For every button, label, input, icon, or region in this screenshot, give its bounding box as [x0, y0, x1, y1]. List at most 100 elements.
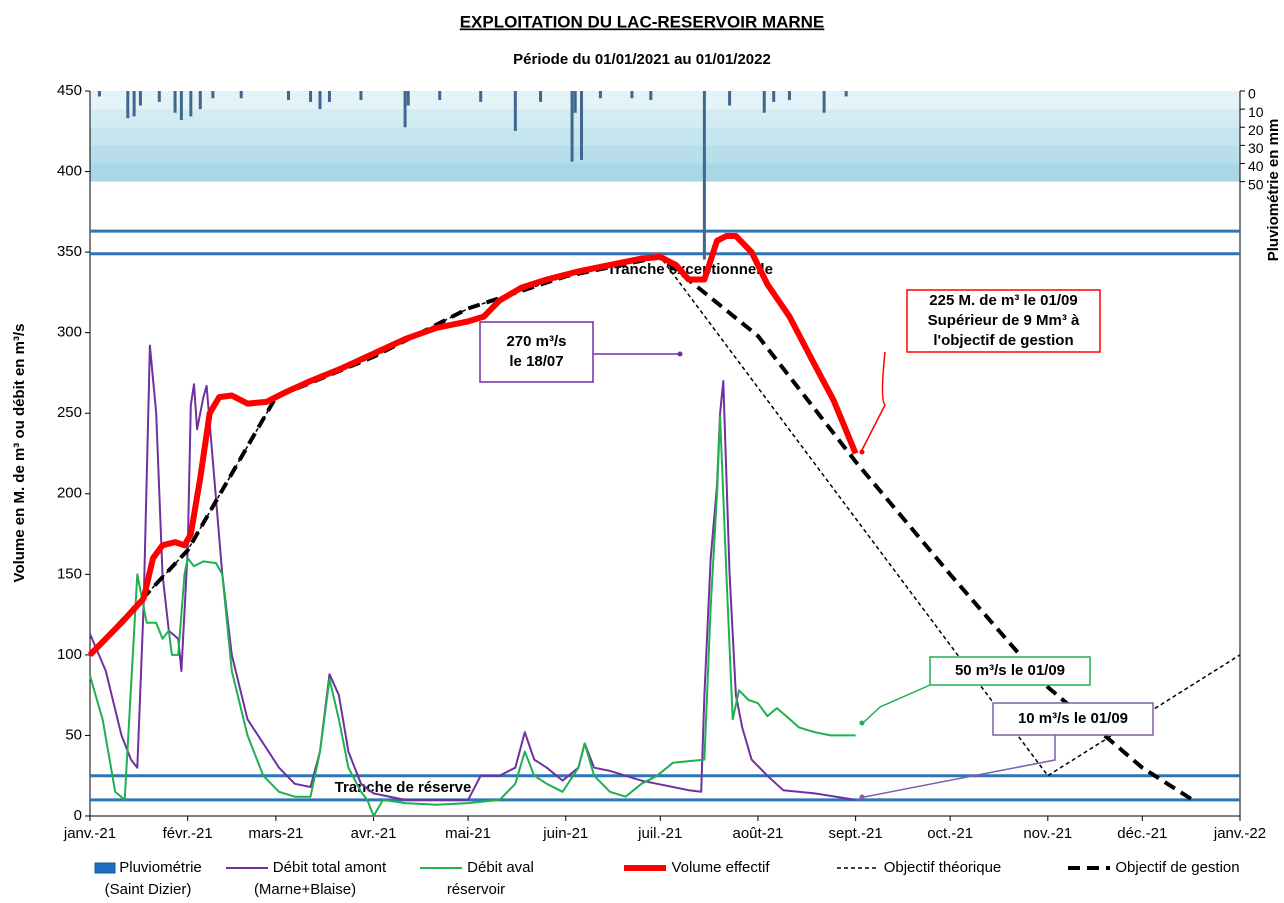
annotation-text: le 18/07 [509, 353, 563, 370]
arrow-head [859, 449, 865, 455]
rain-bar [630, 91, 634, 99]
y-tick-label: 400 [57, 163, 82, 180]
rain-bar [844, 91, 848, 97]
annotation-box [906, 289, 1101, 353]
shade-band [90, 145, 1240, 164]
annotation-text: Supérieur de 9 Mm³ à [928, 312, 1080, 329]
legend-label: Volume effectif [671, 859, 770, 876]
y2-tick-label: 0 [1248, 86, 1256, 102]
annotation-arrow [863, 735, 1056, 798]
legend-label: Objectif théorique [883, 859, 1002, 876]
chart-subtitle: Période du 01/01/2021 au 01/01/2022 [513, 51, 771, 68]
y2-tick-label: 50 [1248, 176, 1264, 192]
x-tick-label: nov.-21 [1023, 825, 1072, 842]
rain-bar [772, 91, 776, 102]
series-line [87, 233, 859, 657]
legend-swatch [225, 867, 268, 870]
y-axis-label: Volume en M. de m³ ou débit en m³/s [11, 324, 28, 583]
rain-bar [406, 91, 410, 106]
rain-bar [702, 91, 706, 260]
rain-bar [580, 91, 584, 160]
shade-band [90, 109, 1240, 128]
x-tick-label: mai-21 [445, 825, 491, 842]
rain-bar [479, 91, 483, 102]
x-tick-label: mars-21 [248, 825, 303, 842]
rain-bar [173, 91, 177, 113]
rain-bar [822, 91, 826, 113]
series-line [89, 415, 856, 817]
x-tick-label: févr.-21 [163, 825, 213, 842]
y2-tick-label: 20 [1248, 122, 1264, 138]
x-tick-label: août-21 [733, 825, 784, 842]
rain-bar [570, 91, 574, 162]
rain-bar [598, 91, 602, 99]
legend-label: Débit total amont (Marne+Blaise) [253, 859, 387, 898]
rain-bar [198, 91, 202, 110]
x-tick-label: déc.-21 [1117, 825, 1167, 842]
rain-bar [157, 91, 161, 102]
rain-bar [762, 91, 766, 113]
legend-label: Objectif de gestion [1115, 859, 1240, 876]
shade-band [90, 91, 1240, 110]
rain-bar [403, 91, 407, 128]
legend-label: Pluviométrie (Saint Dizier) [104, 859, 202, 898]
swatch [94, 862, 116, 874]
series-line [89, 344, 856, 801]
y-tick-label: 100 [57, 646, 82, 663]
chart-title: EXPLOITATION DU LAC-RESERVOIR MARNE [460, 12, 825, 31]
annotation-text: 50 m³/s le 01/09 [955, 662, 1065, 679]
x-tick-label: juin-21 [542, 825, 588, 842]
shade-band [90, 127, 1240, 146]
rain-bar [138, 91, 142, 106]
series-line [89, 256, 1241, 777]
rain-bar [327, 91, 331, 102]
y-tick-label: 200 [57, 485, 82, 502]
rain-bar [189, 91, 193, 117]
legend-item: Débit total amont (Marne+Blaise) [210, 857, 400, 901]
rain-bar [649, 91, 653, 101]
rain-bar [211, 91, 215, 99]
annotation-arrow [861, 351, 886, 451]
y-tick-label: 0 [74, 807, 82, 824]
y-tick-label: 350 [57, 243, 82, 260]
rain-bar [132, 91, 136, 117]
y2-tick-label: 40 [1248, 158, 1264, 174]
rain-bar [286, 91, 290, 101]
x-tick-label: oct.-21 [927, 825, 973, 842]
x-tick-label: avr.-21 [351, 825, 397, 842]
annotation-text: 10 m³/s le 01/09 [1018, 710, 1128, 727]
y2-tick-label: 30 [1248, 140, 1264, 156]
rain-bar [787, 91, 791, 101]
annotation-text: 225 M. de m³ le 01/09 [929, 292, 1077, 309]
legend-label: Débit aval réservoir [446, 859, 534, 898]
y-tick-label: 250 [57, 404, 82, 421]
x-tick-label: juil.-21 [637, 825, 682, 842]
arrow-head [859, 794, 865, 800]
annotation-box [992, 702, 1154, 736]
rain-bar [359, 91, 363, 101]
annotation-arrow [863, 684, 931, 723]
rain-bar [309, 91, 313, 102]
legend-swatch [624, 865, 667, 872]
legend-swatch [1068, 866, 1111, 871]
legend-item: Volume effectif [596, 857, 796, 879]
rain-bar [239, 91, 243, 99]
rain-bar [97, 91, 101, 97]
arrow-head [677, 351, 683, 357]
legend-item: Débit aval réservoir [412, 857, 540, 901]
rain-bar [126, 91, 130, 119]
y-tick-label: 50 [65, 726, 82, 743]
band-label: Tranche de réserve [335, 779, 472, 796]
annotation-box [479, 321, 594, 383]
y-tick-label: 150 [57, 565, 82, 582]
legend-swatch [420, 867, 463, 870]
legend-swatch [836, 867, 879, 869]
y2-axis-label: Pluviométrie en mm [1265, 119, 1282, 262]
rain-bar [318, 91, 322, 110]
band-label: Tranche exceptionnelle [607, 261, 773, 278]
x-tick-label: janv.-21 [63, 825, 116, 842]
y-tick-label: 450 [57, 82, 82, 99]
rain-bar [513, 91, 517, 131]
x-tick-label: janv.-22 [1213, 825, 1266, 842]
